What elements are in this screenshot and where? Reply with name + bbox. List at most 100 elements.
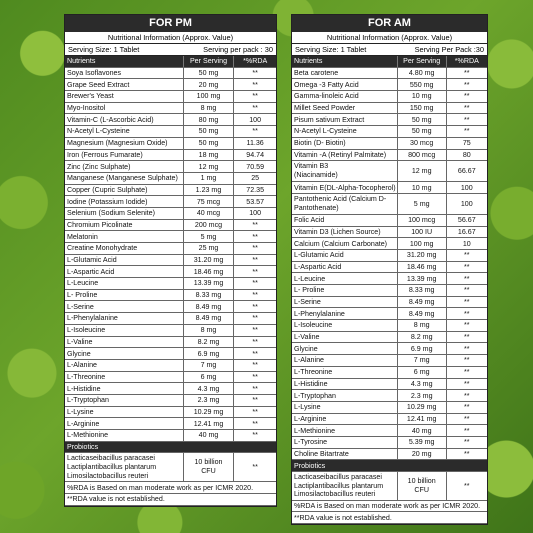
probiotics-name: Lacticaseibacillus paracasei Lactiplanti…	[65, 452, 184, 483]
nutrient-name: Copper (Cupric Sulphate)	[65, 184, 184, 197]
am-nutrition-panel: FOR AM Nutritional Information (Approx. …	[291, 14, 488, 526]
per-serving-value: 50 mg	[182, 125, 234, 138]
rda-value: **	[445, 78, 487, 92]
am-table-row: N-Acetyl L-Cysteine 50 mg **	[292, 125, 487, 138]
pm-table-row: Manganese (Manganese Sulphate) 1 mg 25	[65, 172, 276, 185]
pm-table-row: L-Valine 8.2 mg **	[65, 336, 276, 349]
rda-value: **	[445, 424, 487, 437]
rda-value: **	[445, 401, 487, 414]
pm-note-row: %RDA is Based on man moderate work as pe…	[65, 481, 276, 494]
rda-value: **	[445, 378, 487, 391]
nutrient-name: L-Serine	[65, 300, 184, 314]
per-serving-value: 20 mg	[182, 78, 234, 92]
rda-value: **	[445, 366, 487, 379]
am-not-established-note: **RDA value is not established.	[292, 511, 487, 525]
rda-value: **	[233, 417, 276, 430]
rda-value: **	[445, 319, 487, 332]
per-serving-value: 50 mg	[182, 137, 234, 150]
pm-header-nutrients: Nutrients	[65, 56, 184, 68]
nutrient-name: Zinc (Zinc Sulphate)	[65, 160, 184, 173]
per-serving-value: 8.49 mg	[182, 312, 234, 325]
nutrient-name: L-Alanine	[65, 359, 184, 372]
nutrient-name: Myo-Inositol	[65, 102, 184, 115]
per-serving-value: 5.39 mg	[396, 436, 447, 449]
pm-table-row: Copper (Cupric Sulphate) 1.23 mg 72.35	[65, 184, 276, 197]
pm-table-row: Selenium (Sodium Selenite) 40 mcg 100	[65, 207, 276, 220]
per-serving-value: 100 IU	[396, 226, 447, 239]
rda-value: **	[445, 436, 487, 449]
am-title: FOR AM	[292, 15, 487, 32]
nutrient-name: Soya Isoflavones	[65, 67, 184, 80]
rda-value: 53.57	[233, 195, 276, 208]
nutrient-name: Vitamin -A (Retinyl Palmitate)	[292, 149, 398, 162]
pm-table-row: Iron (Ferrous Fumarate) 18 mg 94.74	[65, 149, 276, 162]
per-serving-value: 10.29 mg	[396, 401, 447, 414]
rda-value: **	[445, 125, 487, 138]
am-table-row: L- Proline 8.33 mg **	[292, 284, 487, 297]
nutrient-name: Glycine	[292, 342, 398, 356]
pm-table-row: L-Tryptophan 2.3 mg **	[65, 394, 276, 407]
rda-value: **	[233, 230, 276, 243]
pm-table-row: Creatine Monohydrate 25 mg **	[65, 242, 276, 255]
per-serving-value: 6 mg	[396, 366, 447, 379]
per-serving-value: 8.2 mg	[396, 331, 447, 344]
rda-value: **	[445, 354, 487, 367]
rda-value: **	[233, 67, 276, 80]
pm-table-row: L-Glutamic Acid 31.20 mg **	[65, 254, 276, 267]
am-table-row: Beta carotene 4.80 mg **	[292, 67, 487, 80]
rda-value: **	[233, 324, 276, 337]
nutrient-name: L-Phenylalanine	[65, 312, 184, 325]
pm-table-row: Vitamin-C (L-Ascorbic Acid) 80 mg 100	[65, 113, 276, 127]
rda-value: **	[233, 125, 276, 138]
per-serving-value: 8.2 mg	[182, 336, 234, 349]
rda-value: **	[233, 254, 276, 267]
nutrient-name: L-Phenylalanine	[292, 307, 398, 321]
pm-table-body: Soya Isoflavones 50 mg ** Grape Seed Extrac…	[65, 67, 276, 506]
pm-probiotics-row: Lacticaseibacillus paracasei Lactiplanti…	[65, 452, 276, 483]
per-serving-value: 50 mg	[396, 125, 447, 138]
rda-value: **	[445, 331, 487, 344]
per-serving-value: 12.41 mg	[396, 413, 447, 426]
nutrient-name: L-Glutamic Acid	[65, 254, 184, 267]
per-serving-value: 7 mg	[396, 354, 447, 367]
am-table-row: L-Tryptophan 2.3 mg **	[292, 389, 487, 402]
nutrient-name: L-Aspartic Acid	[292, 261, 398, 274]
per-serving-value: 40 mg	[182, 429, 234, 442]
am-table-row: L-Histidine 4.3 mg **	[292, 378, 487, 391]
rda-value: **	[445, 307, 487, 321]
am-table-row: Pantothenic Acid (Calcium D- Pantothenat…	[292, 193, 487, 215]
nutrient-name: L- Proline	[65, 289, 184, 302]
probiotics-rda: **	[445, 471, 487, 501]
am-serving-row: Serving Size: 1 Tablet Serving Per Pack …	[292, 44, 487, 56]
per-serving-value: 80 mg	[182, 113, 234, 127]
pm-header-per-serving: Per Serving	[182, 56, 234, 68]
per-serving-value: 200 mcg	[182, 219, 234, 232]
pm-table-row: L-Methionine 40 mg **	[65, 429, 276, 442]
nutrient-name: Choline Bitartrate	[292, 448, 398, 461]
nutrient-name: L- Proline	[292, 284, 398, 297]
am-probiotics-header-row: Probiotics	[292, 459, 487, 472]
pm-table-row: Grape Seed Extract 20 mg **	[65, 78, 276, 92]
per-serving-value: 13.39 mg	[182, 277, 234, 290]
pm-servings-per-pack: Serving per pack : 30	[203, 45, 273, 54]
rda-value: **	[445, 102, 487, 115]
nutrient-name: L-Leucine	[65, 277, 184, 290]
per-serving-value: 4.3 mg	[396, 378, 447, 391]
pm-probiotics-header-row: Probiotics	[65, 441, 276, 454]
rda-value: 25	[233, 172, 276, 185]
per-serving-value: 31.20 mg	[182, 254, 234, 267]
pm-table-row: Glycine 6.9 mg **	[65, 347, 276, 360]
pm-header-rda: *%RDA	[233, 56, 276, 68]
nutrient-name: Vitamin B3 (Niacinamide)	[292, 160, 398, 183]
nutrient-name: Vitamin D3 (Lichen Source)	[292, 226, 398, 239]
nutrient-name: Grape Seed Extract	[65, 78, 184, 92]
rda-value: **	[445, 272, 487, 285]
per-serving-value: 30 mcg	[396, 137, 447, 150]
per-serving-value: 13.39 mg	[396, 272, 447, 285]
per-serving-value: 18 mg	[182, 149, 234, 162]
nutrient-name: Calcium (Calcium Carbonate)	[292, 237, 398, 250]
rda-value: **	[233, 219, 276, 232]
pm-table-row: L-Aspartic Acid 18.46 mg **	[65, 265, 276, 279]
am-table-row: L-Threonine 6 mg **	[292, 366, 487, 379]
per-serving-value: 50 mg	[396, 113, 447, 127]
